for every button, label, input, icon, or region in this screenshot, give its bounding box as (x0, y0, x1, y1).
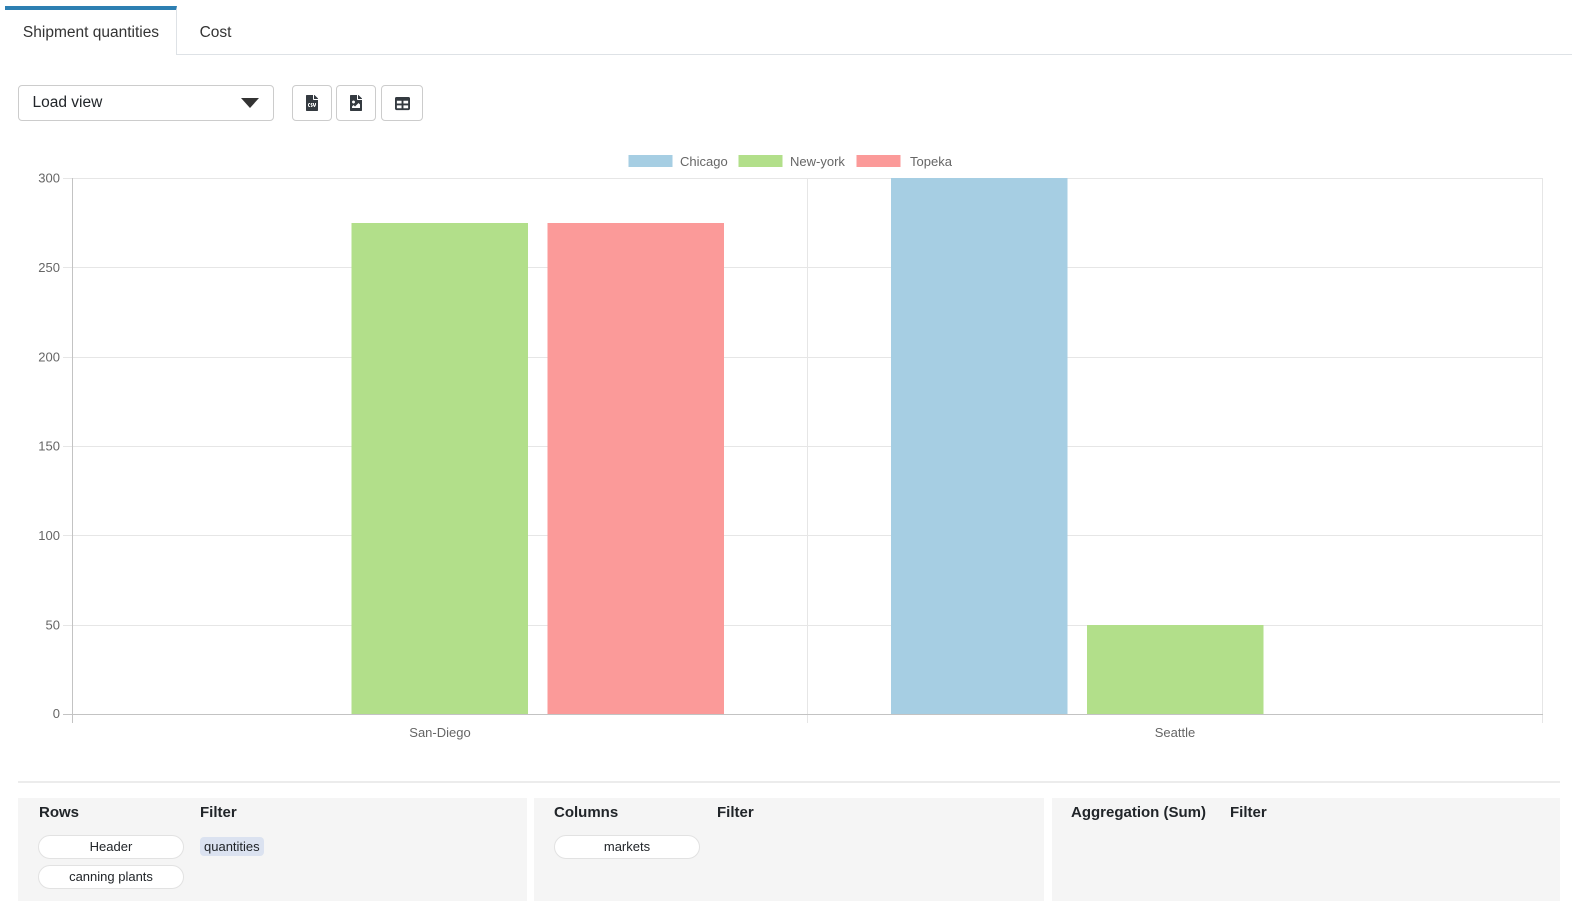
svg-text:San-Diego: San-Diego (409, 725, 470, 740)
svg-text:200: 200 (38, 350, 60, 365)
svg-text:300: 300 (38, 171, 60, 186)
svg-text:Topeka: Topeka (910, 154, 953, 169)
svg-text:150: 150 (38, 439, 60, 454)
svg-text:Seattle: Seattle (1155, 725, 1195, 740)
svg-text:50: 50 (46, 618, 60, 633)
svg-text:New-york: New-york (790, 154, 845, 169)
svg-text:Chicago: Chicago (680, 154, 728, 169)
svg-text:0: 0 (53, 706, 60, 721)
svg-text:100: 100 (38, 528, 60, 543)
svg-text:250: 250 (38, 260, 60, 275)
